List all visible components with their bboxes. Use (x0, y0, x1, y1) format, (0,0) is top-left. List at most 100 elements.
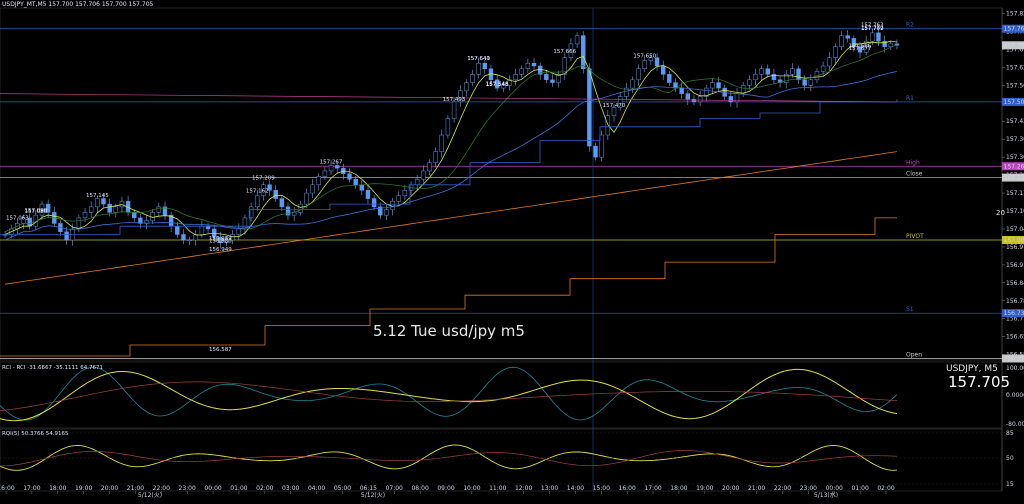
y-tick-label: 156.845 (1006, 280, 1024, 287)
candle-body (445, 118, 451, 136)
y-tick-label: 156.715 (1006, 316, 1024, 323)
candle-body (501, 85, 506, 89)
x-tick-label: 20:00 (722, 485, 739, 492)
price-annotation: 157.686 (849, 44, 872, 50)
candle-body (298, 203, 303, 213)
date-label: 5/12(火) (138, 492, 162, 499)
x-tick-label: 12:00 (515, 485, 532, 492)
candle-body (574, 35, 580, 45)
candle-body (439, 134, 444, 152)
rci-short-line (0, 366, 898, 421)
oscillator-pane-frame (0, 428, 1003, 492)
candle-body (605, 115, 611, 136)
price-annotation: 157.162 (246, 188, 269, 194)
osc-main-line (0, 444, 898, 471)
candle-body (771, 74, 777, 81)
date-label: 5/13(水) (814, 491, 838, 499)
price-tag: 157.500 (1002, 97, 1024, 106)
candle-body (304, 192, 309, 205)
x-tick-label: 16:00 (619, 485, 636, 492)
price-tag-box (1002, 309, 1024, 318)
price-tag-box (1002, 24, 1024, 33)
x-tick-label: 16:00 (0, 485, 15, 492)
candle-body (531, 62, 537, 67)
y-tick-label: 157.560 (1006, 82, 1024, 89)
candle-body (470, 74, 475, 83)
price-annotation: 157.641 (467, 56, 490, 62)
candle-body (353, 178, 358, 186)
y-tick-label: 157.300 (1006, 154, 1024, 161)
price-tag-label: 156.735 (1004, 310, 1024, 317)
x-tick-label: 00:00 (826, 485, 843, 492)
candle-body (876, 32, 881, 42)
price-annotation: 157.749 (861, 26, 884, 32)
osc-tick-label: 15 (1006, 481, 1014, 488)
candle-body (568, 43, 574, 58)
osc-signal-line (0, 450, 898, 467)
price-tag-box (1002, 173, 1024, 182)
candle-body (76, 217, 82, 230)
candle-body (458, 90, 463, 103)
y-tick-label: 157.105 (1006, 208, 1024, 215)
candle-body (796, 68, 801, 81)
candle-body (359, 184, 365, 191)
y-tick-label: 157.365 (1006, 136, 1024, 143)
candle-body (45, 203, 51, 213)
pink-average-line (0, 93, 898, 103)
candle-body (132, 212, 137, 219)
candle-body (396, 195, 401, 202)
price-annotation: 156.949 (209, 247, 232, 253)
x-tick-label: 07:00 (386, 485, 403, 492)
candle-body (667, 74, 672, 83)
candle-body (193, 234, 198, 241)
level-label-high: High (906, 159, 920, 166)
level-label-pivot: PIVOT (906, 233, 924, 240)
price-tag: 156.735 (1002, 309, 1024, 318)
candle-body (654, 57, 660, 67)
price-annotation: 157.752 (861, 25, 884, 31)
candle-body (218, 236, 223, 244)
candle-body (199, 225, 205, 235)
candle-body (863, 40, 869, 53)
x-tick-label: 17:00 (644, 485, 661, 492)
candle-body (710, 82, 715, 89)
candle-body (156, 206, 162, 213)
price-annotation: 157.493 (443, 97, 466, 103)
candle-body (427, 162, 432, 172)
x-tick-label: 20:00 (101, 485, 118, 492)
candle-body (587, 68, 592, 147)
price-annotation: 157.267 (320, 159, 343, 165)
candle-body (611, 107, 617, 116)
price-tag-box (1002, 354, 1024, 363)
candle-body (507, 79, 512, 86)
y-tick-label: 156.910 (1006, 262, 1024, 269)
chart-info-header: USDJPY_MT,M5 157.700 157.706 157.700 157… (2, 1, 154, 8)
candle-body (310, 184, 315, 194)
side-number: 20 (996, 209, 1005, 217)
y-tick-label: 157.690 (1006, 46, 1024, 53)
date-label: 5/12(火) (361, 492, 385, 499)
x-tick-label: 19:00 (696, 485, 713, 492)
candle-body (101, 198, 106, 205)
candle-body (476, 62, 481, 75)
candle-body (685, 93, 691, 100)
price-annotation: 157.677 (849, 46, 872, 52)
price-tag: 157.705 (1002, 41, 1024, 50)
x-tick-label: 19:00 (75, 485, 92, 492)
candle-body (421, 170, 426, 180)
candle-body (494, 79, 500, 89)
candle-body (857, 46, 863, 53)
price-annotation: 157.086 (24, 209, 47, 215)
candle-body (537, 65, 543, 75)
candle-body (894, 43, 900, 46)
candle-body (728, 96, 734, 103)
y-tick-label: 157.040 (1006, 226, 1024, 233)
level-label-close: Close (906, 171, 923, 178)
candle-body (285, 206, 291, 216)
x-tick-label: 06:15 (360, 485, 377, 492)
candle-body (808, 79, 814, 86)
price-tag-label: 157.000 (1004, 237, 1024, 244)
candle-body (384, 209, 389, 216)
